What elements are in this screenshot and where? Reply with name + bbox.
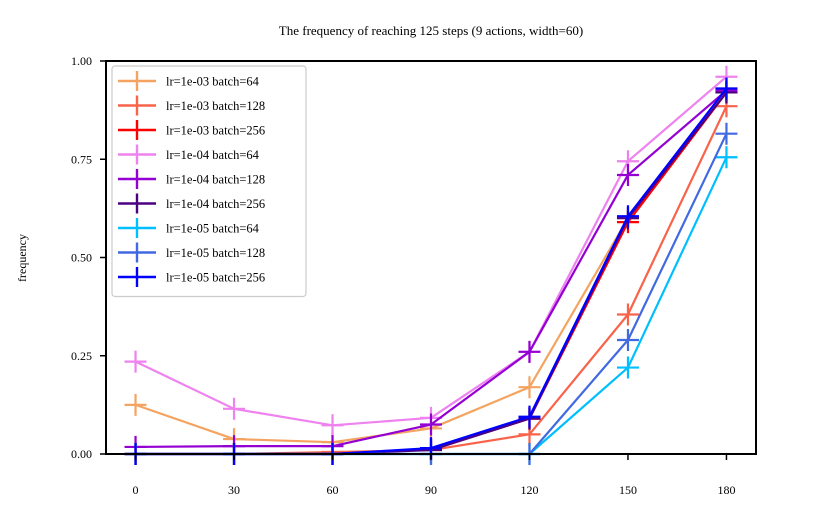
legend-swatch <box>118 144 156 165</box>
legend-swatch <box>118 193 156 214</box>
legend-entry: lr=1e-04 batch=128 <box>118 169 265 189</box>
data-point <box>715 122 738 145</box>
legend: lr=1e-03 batch=64 lr=1e-03 batch=128 lr=1e… <box>111 65 307 298</box>
legend-label: lr=1e-04 batch=64 <box>166 148 260 162</box>
data-point <box>616 163 639 186</box>
legend-label: lr=1e-03 batch=256 <box>166 124 265 138</box>
data-point <box>616 329 639 352</box>
data-point <box>715 77 738 100</box>
x-tick-label: 60 <box>327 483 339 497</box>
x-tick-label: 120 <box>520 483 538 497</box>
legend-label: lr=1e-03 batch=128 <box>166 99 265 113</box>
data-point <box>616 303 639 326</box>
x-tick-label: 180 <box>717 483 735 497</box>
data-point <box>518 405 541 428</box>
y-tick-label: 0.75 <box>71 152 92 166</box>
legend-box <box>111 65 307 298</box>
y-tick-label: 0.50 <box>71 251 92 265</box>
legend-entry: lr=1e-03 batch=256 <box>118 120 265 140</box>
y-tick-label: 0.25 <box>71 349 92 363</box>
legend-swatch <box>118 71 156 91</box>
legend-entry: lr=1e-03 batch=64 <box>118 71 260 91</box>
y-tick-label: 1.00 <box>71 54 92 68</box>
legend-label: lr=1e-04 batch=128 <box>166 173 265 187</box>
data-point <box>616 356 639 379</box>
x-tick-label: 150 <box>619 483 637 497</box>
legend-label: lr=1e-03 batch=64 <box>166 75 260 89</box>
x-tick-label: 0 <box>133 483 139 497</box>
legend-swatch <box>118 169 156 189</box>
legend-swatch <box>118 95 156 116</box>
legend-entry: lr=1e-03 batch=128 <box>118 95 265 116</box>
legend-swatch <box>118 242 156 263</box>
data-point <box>124 350 147 373</box>
x-tick-label: 90 <box>425 483 437 497</box>
data-point <box>518 340 541 363</box>
data-point <box>616 205 639 228</box>
legend-swatch <box>118 218 156 238</box>
chart-title: The frequency of reaching 125 steps (9 a… <box>279 23 583 38</box>
data-point <box>321 414 344 437</box>
y-tick-label: 0.00 <box>71 447 92 461</box>
legend-label: lr=1e-05 batch=64 <box>166 222 260 236</box>
legend-entry: lr=1e-04 batch=256 <box>118 193 265 214</box>
data-point <box>420 413 442 436</box>
data-point <box>223 397 246 420</box>
data-point <box>518 376 541 399</box>
x-tick-label: 30 <box>228 483 240 497</box>
y-axis-title: frequency <box>15 234 29 282</box>
legend-entry: lr=1e-04 batch=64 <box>118 144 260 165</box>
legend-label: lr=1e-04 batch=256 <box>166 197 265 211</box>
legend-entry: lr=1e-05 batch=256 <box>118 267 265 287</box>
data-point <box>124 393 147 416</box>
legend-swatch <box>118 267 156 287</box>
legend-label: lr=1e-05 batch=128 <box>166 246 265 260</box>
data-point <box>715 146 738 169</box>
legend-entry: lr=1e-05 batch=128 <box>118 242 265 263</box>
legend-swatch <box>118 120 156 140</box>
legend-entry: lr=1e-05 batch=64 <box>118 218 260 238</box>
axes: 0 30 60 90 120 150 180 0.00 0.25 0.50 0.75 1.00 <box>71 54 757 497</box>
legend-label: lr=1e-05 batch=256 <box>166 271 265 285</box>
